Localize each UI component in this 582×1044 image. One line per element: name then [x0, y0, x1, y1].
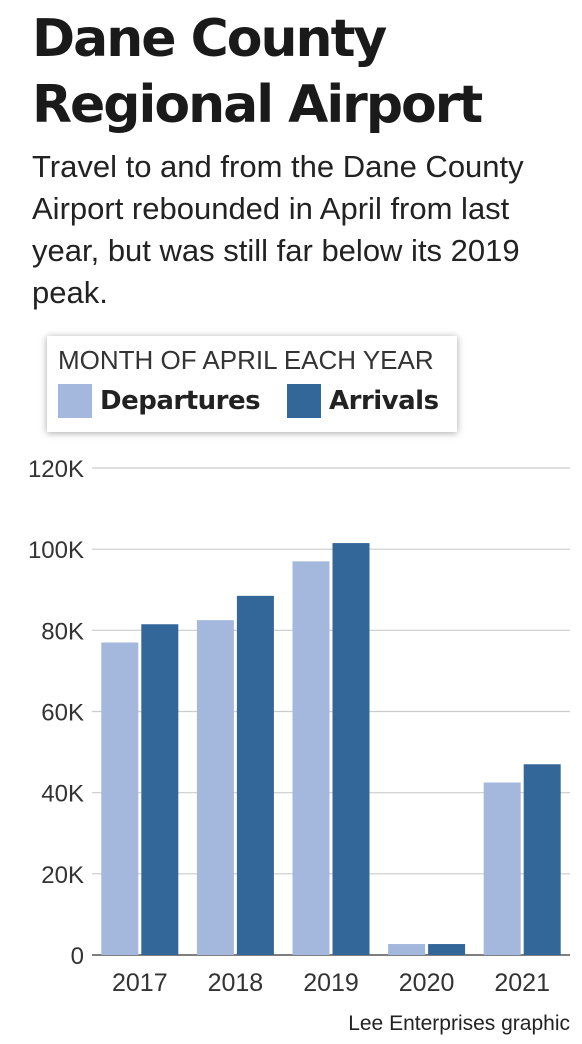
legend-title: MONTH OF APRIL EACH YEAR [58, 345, 434, 375]
bar-departures-2020 [388, 944, 426, 955]
y-tick-label: 60K [41, 700, 84, 727]
bar-arrivals-2021 [523, 764, 561, 955]
bar-departures-2021 [483, 782, 521, 955]
x-tick-label: 2017 [112, 969, 168, 997]
y-tick-label: 120K [28, 456, 84, 483]
bar-departures-2017 [101, 642, 139, 955]
bar-arrivals-2020 [428, 944, 466, 955]
legend-swatch-arrivals [287, 384, 321, 418]
x-tick-label: 2020 [399, 969, 455, 997]
y-tick-label: 0 [71, 943, 84, 970]
chart-subtitle: Travel to and from the Dane County Airpo… [32, 149, 524, 310]
legend-label-arrivals: Arrivals [329, 386, 439, 416]
chart-title: Dane County Regional Airport [32, 9, 483, 135]
credit-line: Lee Enterprises graphic [348, 1012, 570, 1035]
legend-label-departures: Departures [100, 386, 261, 416]
y-tick-label: 40K [41, 781, 84, 808]
y-tick-label: 100K [28, 537, 84, 564]
x-tick-label: 2021 [494, 969, 550, 997]
y-tick-label: 20K [41, 862, 84, 889]
bar-arrivals-2017 [141, 624, 179, 955]
bar-departures-2018 [196, 620, 234, 955]
legend-swatch-departures [58, 384, 92, 418]
bar-departures-2019 [292, 561, 330, 955]
bar-arrivals-2018 [236, 595, 274, 955]
legend: MONTH OF APRIL EACH YEAR Departures Arri… [47, 336, 457, 432]
legend-item-departures: Departures [58, 384, 261, 418]
legend-item-arrivals: Arrivals [287, 384, 439, 418]
x-tick-label: 2019 [303, 969, 359, 997]
bar-chart: 0 20K 40K 60K 80K 100K 120K 2017 2018 2019 2020 202… [28, 456, 570, 997]
bar-arrivals-2019 [332, 543, 370, 955]
y-tick-label: 80K [41, 618, 84, 645]
x-tick-label: 2018 [208, 969, 264, 997]
